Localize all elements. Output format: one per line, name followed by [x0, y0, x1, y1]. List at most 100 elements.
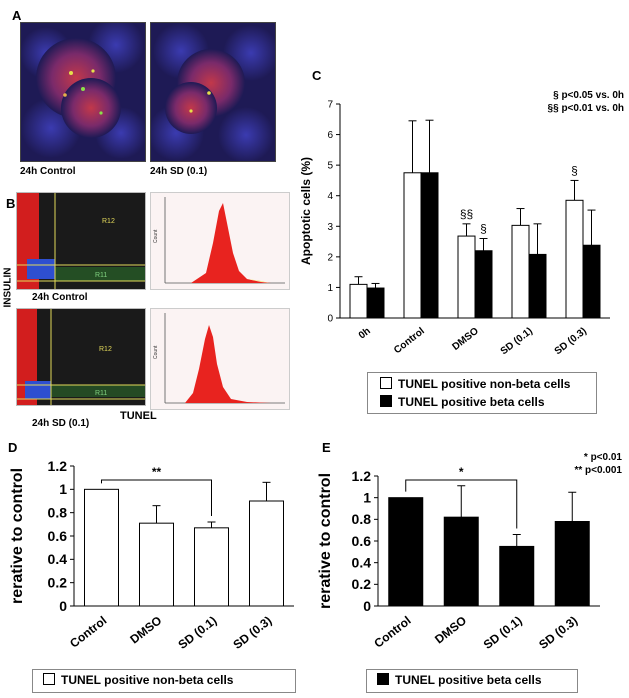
significance-note-line: ** p<0.001 [574, 465, 622, 476]
y-tick-label: 7 [327, 100, 333, 111]
bar [403, 172, 422, 319]
gate-r12-label-bottom: R12 [99, 346, 112, 353]
y-tick-label: 1 [59, 481, 67, 497]
significance-note-line: * p<0.01 [584, 452, 623, 463]
bar [139, 522, 174, 607]
flow-sd01-caption: 24h SD (0.1) [32, 418, 90, 429]
significance-bracket [405, 479, 518, 529]
flow-dotplot-sd01: R12 R11 [16, 308, 146, 406]
y-axis-label: rerative to control [9, 468, 26, 604]
bar [349, 283, 368, 319]
x-tick-label: DMSO [127, 613, 164, 646]
flow-histogram-sd01-image: Count [153, 313, 285, 404]
chart-c: 0 1 2 3 4 5 6 7 Apoptotic cells (%) 0h Control DMSO… [299, 90, 624, 358]
y-tick-label: 0.8 [352, 511, 372, 527]
y-tick-label: 0 [363, 598, 371, 614]
gate-r11-label-bottom: R11 [95, 390, 107, 397]
significance-note-line: § p<0.05 vs. 0h [553, 90, 624, 101]
panel-letter-c: C [312, 68, 322, 83]
chart-d-legend: TUNEL positive non-beta cells [32, 669, 296, 693]
x-tick-label: SD (0.3) [553, 326, 589, 358]
panel-letter-a: A [12, 8, 22, 23]
chart-e: 0 0.2 0.4 0.6 0.8 1 1.2 rerative to control Cont… [317, 452, 623, 652]
legend-d-swatch [43, 673, 55, 685]
y-tick-label: 0.6 [352, 533, 372, 549]
bar [474, 250, 493, 319]
panel-letter-b: B [6, 196, 16, 211]
y-tick-label: 6 [327, 130, 333, 141]
x-tick-label: SD (0.1) [499, 326, 535, 358]
y-tick-label: 0 [59, 598, 67, 614]
bar [388, 497, 424, 607]
panel-letter-e: E [322, 440, 331, 455]
legend-e-swatch [377, 673, 389, 685]
bar [582, 244, 601, 319]
flow-histogram-sd01: Count [150, 308, 290, 410]
bar [511, 224, 530, 319]
legend-c-swatch-black [380, 395, 392, 407]
x-tick-label: Control [67, 613, 109, 650]
legend-c-item-nonbeta: TUNEL positive non-beta cells [380, 377, 570, 391]
bar [528, 253, 547, 319]
micrograph-control-image [21, 23, 145, 159]
significance-mark: § [480, 222, 487, 236]
flow-dotplot-control-image: R12 R11 [17, 193, 145, 289]
hist-count-label-top: Count [153, 229, 159, 243]
y-tick-label: 0.4 [48, 551, 68, 567]
bar [443, 516, 479, 607]
legend-d-label: TUNEL positive non-beta cells [61, 673, 234, 687]
legend-c-label-nonbeta: TUNEL positive non-beta cells [398, 377, 571, 391]
chart-e-legend: TUNEL positive beta cells [366, 669, 578, 693]
x-tick-label: SD (0.1) [481, 613, 525, 652]
flow-histogram-control-image: Count [153, 197, 285, 284]
y-tick-label: 0.6 [48, 528, 68, 544]
bar [249, 500, 284, 607]
flow-histogram-control: Count [150, 192, 290, 290]
y-tick-label: 0.4 [352, 555, 372, 571]
legend-c-swatch-white [380, 377, 392, 389]
chart-c-legend: TUNEL positive non-beta cells TUNEL posi… [367, 372, 597, 414]
y-tick-label: 0.8 [48, 505, 68, 521]
micrograph-control-caption: 24h Control [20, 166, 76, 177]
x-tick-label: SD (0.1) [176, 613, 220, 652]
chart-d: 0 0.2 0.4 0.6 0.8 1 1.2 rerative to control Cont… [9, 458, 294, 652]
bar [366, 287, 385, 319]
y-tick-label: 1.2 [352, 468, 372, 484]
micrograph-control [20, 22, 146, 162]
bar [457, 235, 476, 319]
significance-mark: § [571, 163, 578, 177]
legend-c-label-beta: TUNEL positive beta cells [398, 395, 545, 409]
y-axis-label: Apoptotic cells (%) [299, 157, 313, 265]
x-tick-label: Control [371, 613, 413, 650]
flow-control-caption: 24h Control [32, 292, 88, 303]
y-tick-label: 1.2 [48, 458, 68, 474]
legend-d-item: TUNEL positive non-beta cells [43, 673, 233, 687]
y-tick-label: 3 [327, 222, 333, 233]
legend-e-item: TUNEL positive beta cells [377, 673, 542, 687]
bar [84, 488, 119, 607]
x-tick-label: DMSO [432, 613, 469, 646]
x-tick-label: DMSO [450, 326, 481, 353]
bar [565, 199, 584, 319]
legend-e-label: TUNEL positive beta cells [395, 673, 542, 687]
significance-bracket-label: * [459, 465, 464, 479]
significance-note-line: §§ p<0.01 vs. 0h [548, 103, 624, 114]
flow-dotplot-control: R12 R11 [16, 192, 146, 290]
flow-x-axis-label: TUNEL [120, 410, 157, 422]
y-tick-label: 5 [327, 161, 333, 172]
bar [499, 545, 535, 607]
significance-mark: §§ [460, 207, 473, 221]
y-tick-label: 1 [363, 490, 371, 506]
legend-c-item-beta: TUNEL positive beta cells [380, 395, 545, 409]
y-tick-label: 1 [327, 283, 333, 294]
significance-bracket-label: ** [152, 465, 162, 479]
y-tick-label: 2 [327, 252, 333, 263]
panel-letter-d: D [8, 440, 18, 455]
micrograph-sd01-image [151, 23, 275, 161]
y-tick-label: 0 [327, 314, 333, 325]
flow-y-axis-label-box: INSULIN [2, 230, 16, 350]
x-tick-label: 0h [357, 326, 373, 342]
gate-r11-label-top: R11 [95, 272, 107, 279]
bar [420, 172, 439, 319]
hist-count-label-bottom: Count [153, 345, 159, 359]
